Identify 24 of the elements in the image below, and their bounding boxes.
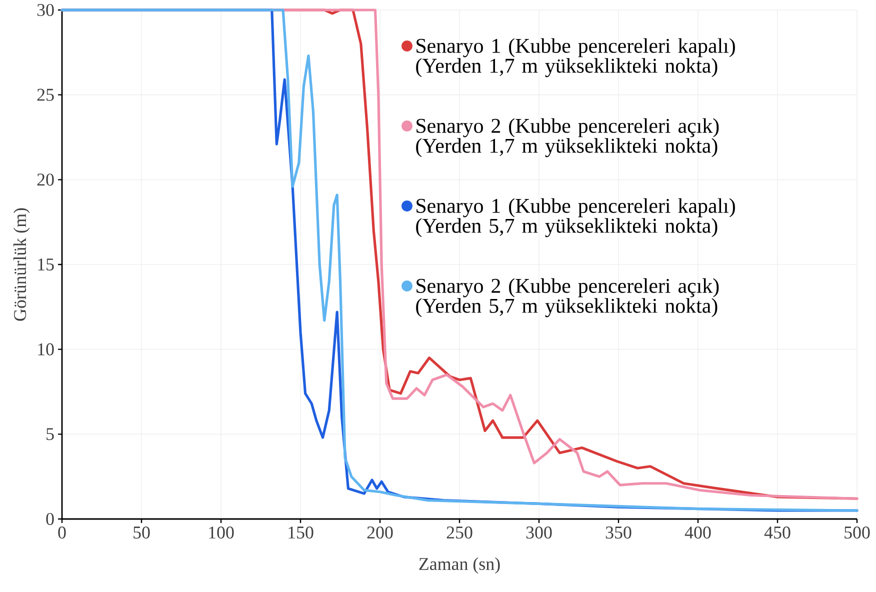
y-axis-title: Görünürlük (m) (13, 208, 30, 321)
x-tick-label: 150 (288, 526, 314, 539)
x-tick-label: 350 (606, 526, 632, 539)
x-tick-label: 200 (367, 526, 393, 539)
y-tick-label: 30 (37, 4, 54, 16)
x-tick-label: 50 (134, 526, 150, 539)
y-tick-label: 10 (38, 343, 54, 356)
y-tick-label: 20 (37, 174, 54, 186)
y-tick-label: 0 (46, 512, 54, 526)
x-tick-label: 500 (844, 526, 870, 539)
legend-label: Senaryo 2 (Kubbe pencereleri açık) (Yerden 1,7 m yükseklikteki nokta) (416, 118, 719, 158)
x-tick-label: 100 (209, 526, 234, 539)
legend-label: Senaryo 1 (Kubbe pencereleri kapalı) (Yerden 1,7 m yükseklikteki nokta) (416, 38, 735, 78)
y-tick-label: 15 (38, 258, 54, 270)
x-tick-label: 450 (764, 526, 790, 539)
x-tick-label: 250 (446, 526, 472, 539)
legend-label: Senaryo 2 (Kubbe pencereleri açık) (Yerden 5,7 m yükseklikteki nokta) (416, 278, 719, 318)
y-tick-label: 25 (37, 88, 54, 101)
y-tick-label: 5 (46, 428, 54, 440)
x-tick-label: 300 (526, 526, 552, 539)
x-tick-label: 400 (684, 526, 711, 539)
x-axis-title: Zaman (sn) (419, 557, 500, 574)
x-tick-label: 0 (58, 526, 66, 539)
legend-label: Senaryo 1 (Kubbe pencereleri kapalı) (Yerden 5,7 m yükseklikteki nokta) (416, 198, 735, 238)
